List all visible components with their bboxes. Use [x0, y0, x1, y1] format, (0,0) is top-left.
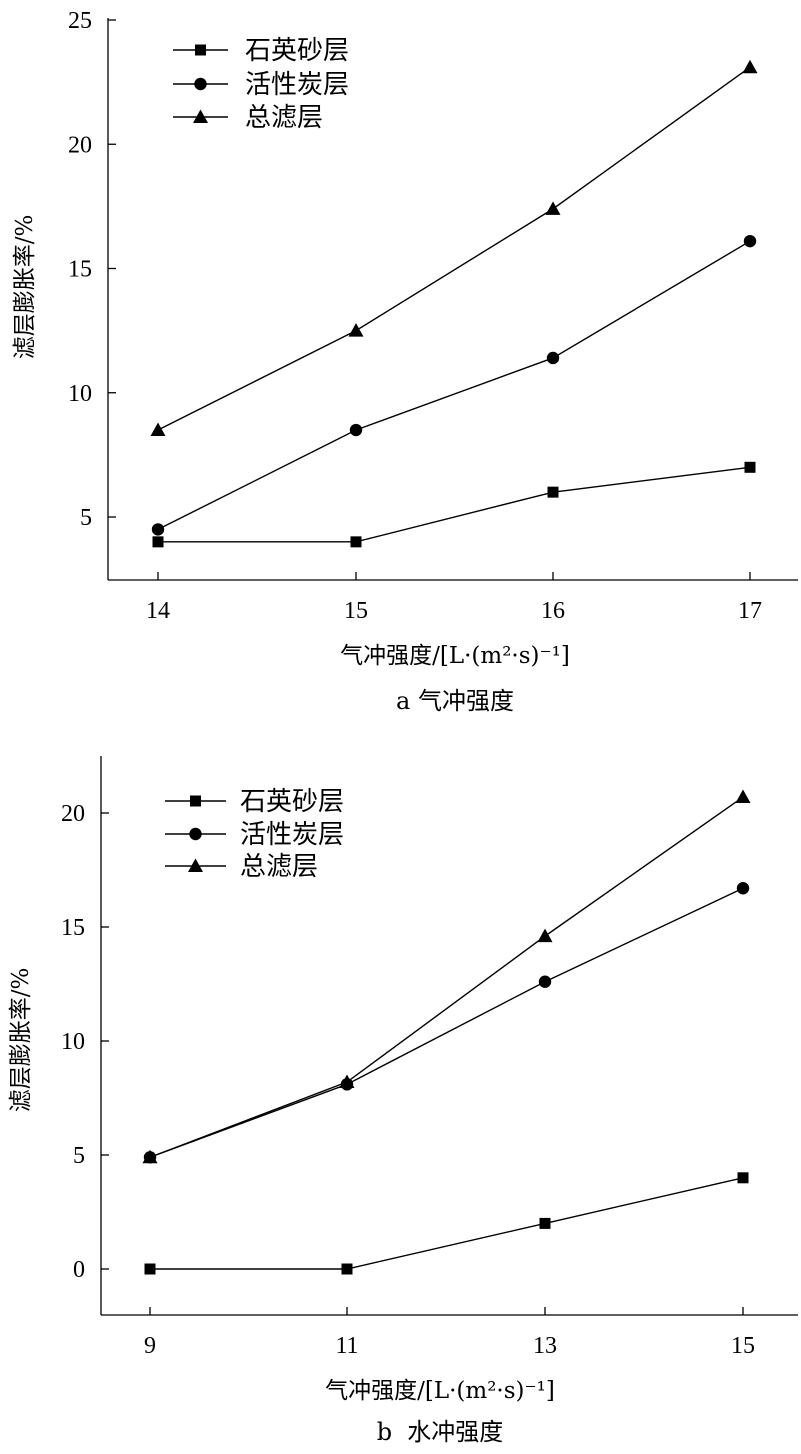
data-point-triangle: [735, 789, 751, 804]
chart-a-x-axis-title: 气冲强度/[L·(m²·s)⁻¹]: [340, 643, 570, 669]
legend-marker-square: [190, 795, 201, 807]
legend-label: 活性炭层: [240, 820, 344, 850]
legend-marker-triangle: [188, 858, 203, 872]
legend-marker-circle: [194, 77, 207, 91]
data-point-circle: [349, 423, 363, 437]
y-tick-label: 15: [61, 915, 85, 941]
series-line-square: [150, 1177, 744, 1270]
data-point-square: [547, 486, 559, 498]
data-point-triangle: [150, 422, 166, 437]
data-point-triangle: [742, 59, 758, 74]
y-tick-label: 20: [61, 801, 85, 827]
legend-label: 总滤层: [240, 852, 318, 882]
chart-b-x-axis-title: 气冲强度/[L·(m²·s)⁻¹]: [325, 1378, 555, 1404]
series-line-circle: [149, 887, 744, 1158]
x-tick-label: 11: [335, 1333, 358, 1359]
legend-marker-square: [195, 44, 206, 56]
legend-label: 总滤层: [245, 103, 323, 133]
chart-a-y-ticks: 5 10 15 20 25: [68, 8, 116, 531]
y-tick-label: 5: [73, 1143, 85, 1169]
data-point-circle: [546, 351, 560, 365]
chart-b-x-ticks: 9 11 13 15: [144, 1307, 755, 1359]
series-line-triangle: [149, 796, 744, 1158]
legend-label: 活性炭层: [245, 70, 349, 100]
data-point-square: [152, 536, 164, 548]
chart-b-series: [142, 789, 751, 1275]
data-point-circle: [736, 882, 750, 895]
data-point-square: [350, 536, 362, 548]
data-point-circle: [538, 975, 552, 988]
chart-a-y-axis-title: 滤层膨胀率/%: [12, 215, 38, 360]
data-point-triangle: [537, 928, 553, 943]
x-tick-label: 13: [533, 1333, 557, 1359]
chart-b-y-axis-title: 滤层膨胀率/%: [8, 968, 34, 1113]
legend-label: 石英砂层: [240, 787, 344, 817]
data-point-square: [341, 1263, 353, 1275]
y-tick-label: 15: [68, 257, 92, 283]
y-tick-label: 5: [80, 505, 92, 531]
legend-label: 石英砂层: [245, 36, 349, 66]
series-line-square: [158, 466, 751, 543]
series-line-circle: [157, 240, 751, 531]
data-point-triangle: [348, 323, 364, 337]
chart-a-x-ticks: 14 15 16 17: [146, 572, 762, 624]
x-tick-label: 17: [738, 598, 762, 624]
y-tick-label: 10: [68, 381, 92, 407]
data-point-square: [737, 1172, 749, 1184]
x-tick-label: 9: [144, 1333, 156, 1359]
data-point-triangle: [339, 1074, 355, 1089]
series-line-triangle: [157, 66, 751, 431]
chart-a-series: [150, 59, 758, 548]
y-tick-label: 25: [68, 8, 92, 34]
x-tick-label: 15: [344, 598, 368, 624]
legend-marker-circle: [189, 827, 202, 841]
x-tick-label: 15: [731, 1333, 755, 1359]
data-point-triangle: [545, 201, 561, 215]
data-point-circle: [151, 523, 165, 536]
y-tick-label: 0: [73, 1257, 85, 1283]
data-point-square: [744, 461, 756, 473]
x-tick-label: 16: [541, 598, 565, 624]
data-point-square: [144, 1263, 156, 1275]
y-tick-label: 10: [61, 1029, 85, 1055]
chart-b-y-ticks: 0 5 10 15 20: [61, 801, 109, 1283]
data-point-triangle: [142, 1149, 158, 1164]
x-tick-label: 14: [146, 598, 170, 624]
chart-b-caption: b 水冲强度: [377, 1418, 504, 1446]
data-point-circle: [743, 234, 757, 248]
y-tick-label: 20: [68, 132, 92, 158]
legend-marker-triangle: [193, 109, 208, 123]
chart-a-caption: a 气冲强度: [396, 687, 514, 715]
data-point-square: [539, 1217, 551, 1229]
